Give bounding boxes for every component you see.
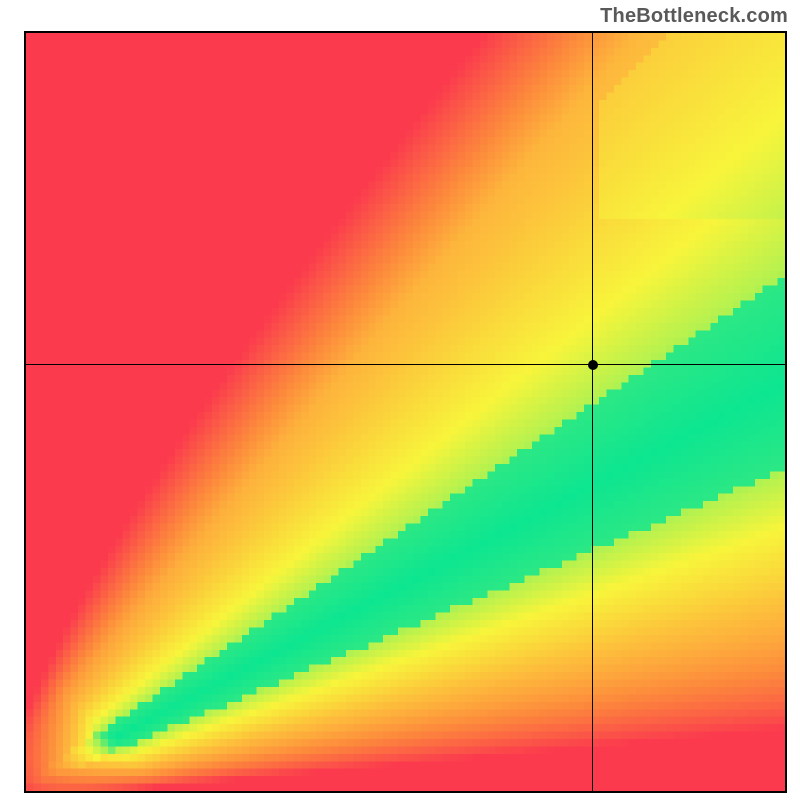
watermark: TheBottleneck.com xyxy=(600,5,788,28)
bottleneck-heatmap xyxy=(26,33,785,791)
